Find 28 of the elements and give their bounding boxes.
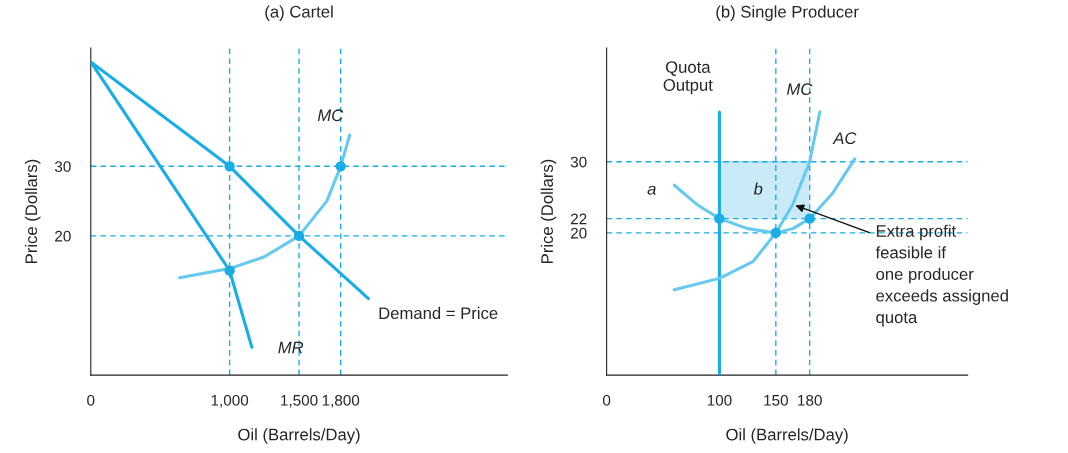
x-tick-label: 100 <box>707 394 732 406</box>
x-tick-label: 0 <box>87 394 95 406</box>
chart-title: (a) Cartel <box>265 5 333 21</box>
annotation: AC <box>832 132 857 145</box>
x-tick-label: 1,500 <box>281 394 318 408</box>
x-tick-label: 1,800 <box>322 394 360 408</box>
annotation: MC <box>786 83 813 96</box>
annotation: Extra profit feasible if one producer exceeds assigned quota <box>875 224 1008 327</box>
chart-title: (b) Single Producer <box>716 5 859 21</box>
x-tick-label: 180 <box>798 394 822 406</box>
x-axis-title: Oil (Barrels/Day) <box>726 428 848 444</box>
annotation: Demand = Price <box>379 306 498 320</box>
annotation: MC <box>317 109 344 122</box>
x-tick-label: 0 <box>602 394 611 406</box>
x-axis-title: Oil (Barrels/Day) <box>238 428 360 444</box>
y-tick-label: 20 <box>570 227 587 239</box>
annotation: MR <box>278 341 304 354</box>
annotation: a <box>647 185 656 195</box>
annotation: b <box>753 182 763 195</box>
y-axis-title: Price (Dollars) <box>540 159 557 263</box>
y-axis-title: Price (Dollars) <box>24 159 41 263</box>
annotation: Quota Output <box>663 61 713 95</box>
y-tick-label: 20 <box>55 230 71 242</box>
x-tick-label: 150 <box>764 394 788 406</box>
x-tick-label: 1,000 <box>211 394 249 408</box>
y-tick-label: 30 <box>54 161 71 172</box>
y-tick-label: 22 <box>570 213 587 225</box>
y-tick-label: 30 <box>570 156 587 168</box>
